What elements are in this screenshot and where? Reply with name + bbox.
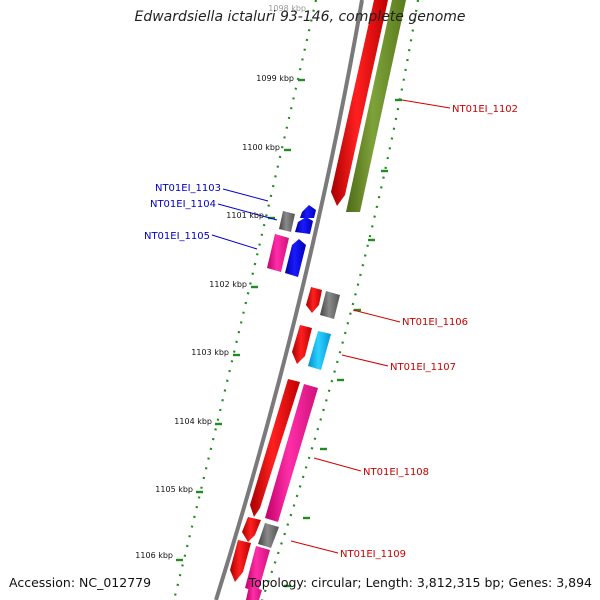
outer-tick-ring (260, 0, 420, 600)
topology-label: Topology: circular; Length: 3,812,315 bp… (248, 575, 592, 590)
tick-label-1101: 1101 kbp (226, 211, 264, 220)
gene-nt01ei-1109-red-b[interactable] (230, 540, 251, 582)
gene-nt01ei-1109[interactable] (245, 546, 270, 592)
gene-label-nt01ei-1109[interactable]: NT01EI_1109 (340, 549, 406, 560)
gene-nt01ei-1109-end[interactable] (246, 586, 262, 600)
gene-nt01ei-1103[interactable] (300, 205, 316, 218)
gene-nt01ei-1102-rna[interactable] (346, 0, 406, 212)
accession-label: Accession: NC_012779 (9, 575, 152, 590)
gene-nt01ei-1107[interactable] (308, 331, 331, 370)
gene-nt01ei-1109-gray[interactable] (258, 523, 279, 548)
gene-nt01ei-1107-red[interactable] (292, 325, 312, 364)
tick-label-1105: 1105 kbp (155, 485, 193, 494)
gene-nt01ei-1109-red-a[interactable] (242, 517, 261, 542)
callout-lines (211, 99, 451, 554)
tick-label-1102: 1102 kbp (209, 280, 247, 289)
gene-label-nt01ei-1103[interactable]: NT01EI_1103 (155, 183, 221, 194)
inner-tick-ring (172, 0, 318, 600)
gene-nt01ei-1106[interactable] (320, 291, 340, 319)
gene-label-nt01ei-1105[interactable]: NT01EI_1105 (144, 231, 210, 242)
gene-nt01ei-1102[interactable] (331, 0, 388, 206)
gene-label-nt01ei-1107[interactable]: NT01EI_1107 (390, 362, 456, 373)
tick-label-1099: 1099 kbp (256, 74, 294, 83)
gene-label-nt01ei-1106[interactable]: NT01EI_1106 (402, 317, 468, 328)
outer-ring-dashes (284, 98, 402, 588)
gene-label-nt01ei-1108[interactable]: NT01EI_1108 (363, 467, 429, 478)
gene-nt01ei-1106-red[interactable] (306, 287, 322, 313)
tick-label-1103: 1103 kbp (191, 348, 229, 357)
gene-nt01ei-1104[interactable] (295, 217, 313, 234)
tick-label-1106: 1106 kbp (135, 551, 173, 560)
gene-label-nt01ei-1102[interactable]: NT01EI_1102 (452, 104, 518, 115)
gene-nt01ei-1108-red[interactable] (250, 379, 300, 517)
genome-backbone (214, 0, 364, 600)
gene-nt01ei-1104-gray[interactable] (279, 211, 295, 232)
gene-nt01ei-1105-pink[interactable] (267, 234, 289, 272)
tick-label-1100: 1100 kbp (242, 143, 280, 152)
gene-label-nt01ei-1104[interactable]: NT01EI_1104 (150, 199, 216, 210)
tick-label-1104: 1104 kbp (174, 417, 212, 426)
gene-nt01ei-1105[interactable] (285, 239, 306, 277)
gene-nt01ei-1108[interactable] (265, 384, 318, 522)
tick-label-1098: 1098 kbp (268, 4, 306, 13)
map-title: Edwardsiella ictaluri 93-146, complete g… (134, 9, 466, 25)
